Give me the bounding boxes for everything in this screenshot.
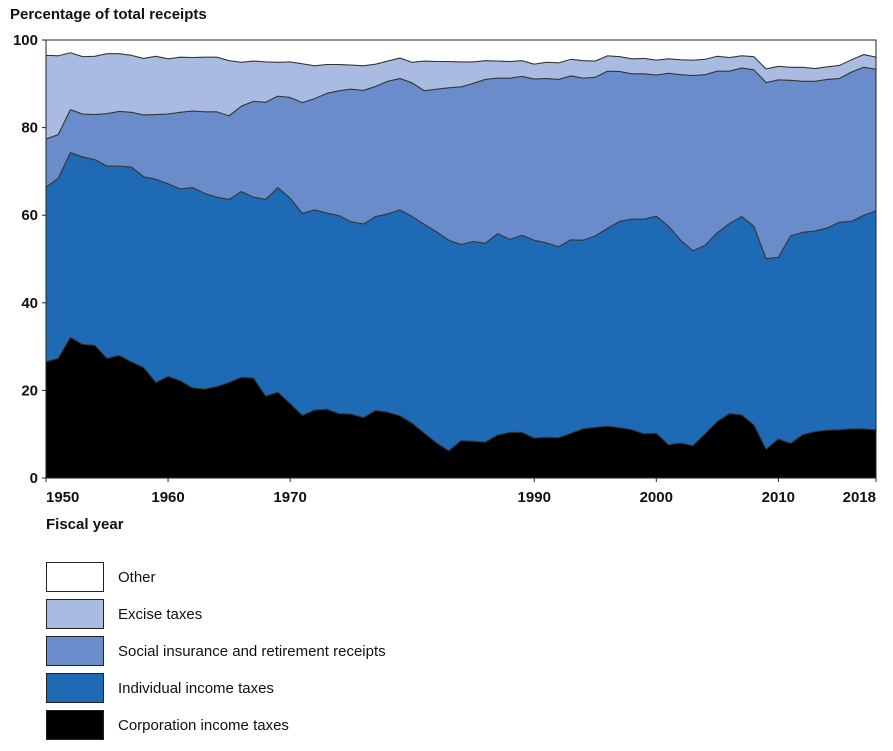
x-tick-label: 1970 xyxy=(273,489,306,506)
legend-swatch xyxy=(46,673,104,703)
y-tick-label: 80 xyxy=(21,120,38,137)
plot-frame xyxy=(45,39,877,479)
legend-swatch xyxy=(46,636,104,666)
series-areas xyxy=(45,39,877,479)
x-tick-label: 2010 xyxy=(762,489,795,506)
x-tick-label: 1950 xyxy=(46,489,79,506)
legend-item-other: Other xyxy=(46,562,466,594)
legend-swatch xyxy=(46,562,104,592)
axes: 0 20 40 60 80 100 1950 1960 1970 1990 2000 2010 2018 xyxy=(13,32,877,506)
stacked-area-chart: 0 20 40 60 80 100 1950 1960 1970 1990 2000 2010 2018 xyxy=(13,32,877,506)
legend-label: Excise taxes xyxy=(118,606,203,623)
legend-swatch xyxy=(46,710,104,740)
x-tick-label: 1990 xyxy=(518,489,551,506)
x-tick-label: 2000 xyxy=(640,489,673,506)
legend-swatch xyxy=(46,599,104,629)
x-tick-label: 1960 xyxy=(151,489,184,506)
legend-item-social-insurance-and-retirement-receipts: Social insurance and retirement receipts xyxy=(46,636,466,668)
y-tick-label: 100 xyxy=(13,32,38,49)
y-tick-label: 40 xyxy=(21,295,38,312)
y-tick-label: 20 xyxy=(21,382,38,399)
legend-label: Individual income taxes xyxy=(118,680,274,697)
y-axis-title: Percentage of total receipts xyxy=(10,6,207,23)
legend-item-corporation-income-taxes: Corporation income taxes xyxy=(46,710,466,742)
x-tick-label: 2018 xyxy=(843,489,876,506)
legend-label: Other xyxy=(118,569,156,586)
x-axis-title: Fiscal year xyxy=(46,516,124,533)
y-tick-label: 60 xyxy=(21,207,38,224)
legend-label: Social insurance and retirement receipts xyxy=(118,643,386,660)
legend-item-excise-taxes: Excise taxes xyxy=(46,599,466,631)
y-tick-label: 0 xyxy=(30,470,38,487)
legend-label: Corporation income taxes xyxy=(118,717,289,734)
legend-item-individual-income-taxes: Individual income taxes xyxy=(46,673,466,705)
